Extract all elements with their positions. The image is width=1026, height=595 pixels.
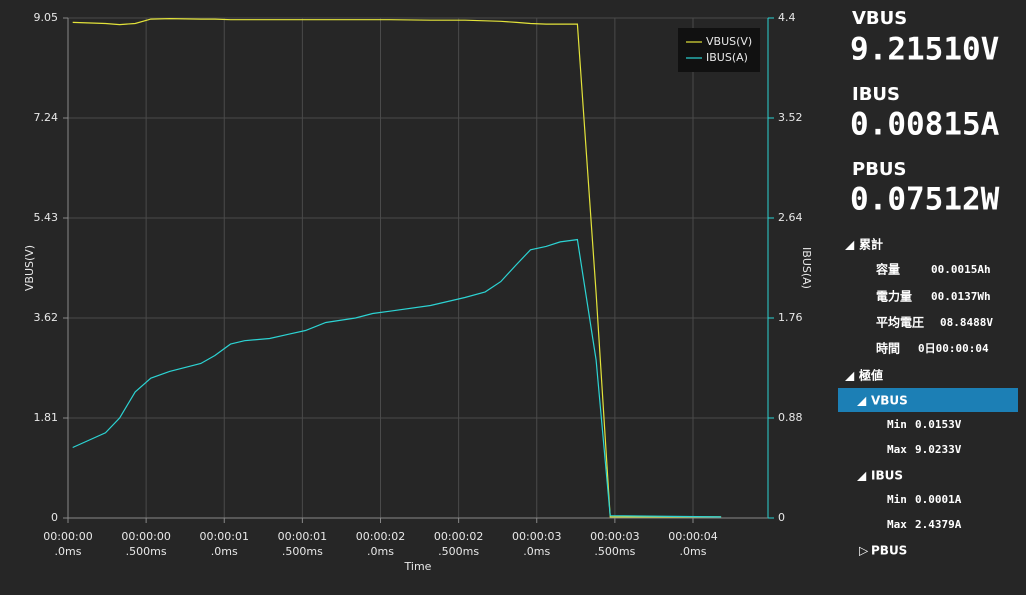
row-value: 0.0153V <box>915 418 962 431</box>
reading-name: IBUS <box>852 84 900 105</box>
x-tick-label: .0ms <box>367 545 394 558</box>
chart: 0 1.81 3.62 5.43 7.24 9.05 0 0.88 1.76 2.64 3.52 4.… <box>23 11 813 573</box>
x-tick-label: 00:00:01 <box>200 530 249 543</box>
row-name: 容量 <box>875 262 900 277</box>
legend-label: IBUS(A) <box>706 51 748 64</box>
side-panel: VBUS 9.21510V IBUS 0.00815A PBUS 0.07512… <box>838 8 1018 558</box>
group-name[interactable]: VBUS <box>871 394 908 408</box>
y2-tick-label: 2.64 <box>778 211 803 224</box>
row-name: Max <box>887 443 907 456</box>
x-tick-label: .0ms <box>211 545 238 558</box>
expander[interactable]: ◢ <box>857 394 867 408</box>
y2-tick-label: 3.52 <box>778 111 803 124</box>
y-tick-label: 0 <box>51 511 58 524</box>
x-tick-label: 00:00:01 <box>278 530 327 543</box>
row-name: Max <box>887 518 907 531</box>
row-value: 08.8488V <box>940 316 993 329</box>
y-axis-title: VBUS(V) <box>23 245 36 291</box>
expander[interactable]: ◢ <box>857 469 867 483</box>
tree-header[interactable]: 極値 <box>859 368 883 383</box>
y-tick-label: 3.62 <box>34 311 59 324</box>
row-value: 2.4379A <box>915 518 962 531</box>
row-value: 00.0137Wh <box>931 290 991 303</box>
x-tick-label: .500ms <box>438 545 479 558</box>
x-tick-label: 00:00:02 <box>356 530 405 543</box>
group-name[interactable]: IBUS <box>871 469 903 483</box>
legend-label: VBUS(V) <box>706 35 752 48</box>
y-tick-label: 5.43 <box>34 211 59 224</box>
x-tick-label: 00:00:00 <box>121 530 170 543</box>
group-name[interactable]: PBUS <box>871 544 907 558</box>
x-tick-label: .0ms <box>680 545 707 558</box>
reading-value: 9.21510V <box>850 32 999 68</box>
y2-tick-label: 1.76 <box>778 311 803 324</box>
series-line <box>72 17 722 518</box>
x-tick-label: .500ms <box>126 545 167 558</box>
x-axis-title: Time <box>404 560 432 573</box>
x-tick-label: 00:00:03 <box>590 530 639 543</box>
series-line <box>72 238 722 518</box>
x-tick-label: .500ms <box>594 545 635 558</box>
y2-axis-title: IBUS(A) <box>800 247 813 289</box>
row-name: 時間 <box>876 341 900 356</box>
reading-value: 0.07512W <box>850 182 1000 218</box>
y-tick-label: 7.24 <box>34 111 59 124</box>
tree-header[interactable]: 累計 <box>859 237 883 252</box>
x-tick-label: 00:00:03 <box>512 530 561 543</box>
expander[interactable]: ▷ <box>859 544 869 558</box>
row-value: 0.0001A <box>915 493 962 506</box>
legend-box <box>678 28 760 72</box>
y-tick-label: 1.81 <box>34 411 59 424</box>
row-name: 平均電圧 <box>876 315 924 330</box>
y2-tick-label: 4.4 <box>778 11 796 24</box>
row-value: 9.0233V <box>915 443 962 456</box>
expander[interactable]: ◢ <box>845 369 855 383</box>
expander[interactable]: ◢ <box>845 238 855 252</box>
selected-row[interactable] <box>838 388 1018 412</box>
y-tick-label: 9.05 <box>34 11 59 24</box>
x-tick-label: 00:00:04 <box>668 530 717 543</box>
x-tick-label: 00:00:00 <box>43 530 92 543</box>
x-tick-label: .0ms <box>55 545 82 558</box>
row-value: 0日00:00:04 <box>918 342 989 355</box>
row-value: 00.0015Ah <box>931 263 991 276</box>
x-tick-label: .500ms <box>282 545 323 558</box>
row-name: Min <box>887 493 907 506</box>
y2-tick-label: 0 <box>778 511 785 524</box>
reading-name: VBUS <box>852 8 907 29</box>
reading-value: 0.00815A <box>850 107 1000 143</box>
x-tick-label: 00:00:02 <box>434 530 483 543</box>
row-name: Min <box>887 418 907 431</box>
x-tick-label: .0ms <box>523 545 550 558</box>
row-name: 電力量 <box>876 289 912 304</box>
y2-tick-label: 0.88 <box>778 411 803 424</box>
reading-name: PBUS <box>852 159 907 180</box>
